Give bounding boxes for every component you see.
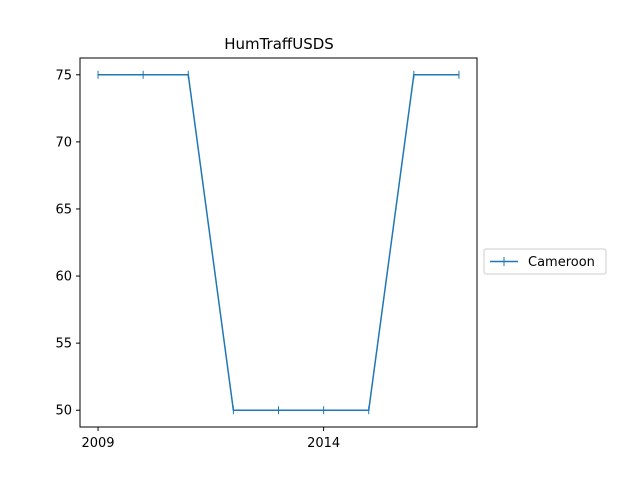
legend-label-cameroon: Cameroon	[528, 255, 595, 270]
y-tick-label: 55	[55, 337, 72, 352]
y-tick-label: 65	[55, 202, 72, 217]
x-tick-label: 2014	[307, 436, 340, 451]
y-tick-label: 60	[55, 270, 72, 285]
y-tick-label: 50	[55, 404, 72, 419]
y-tick-label: 70	[55, 135, 72, 150]
x-tick-label: 2009	[81, 436, 114, 451]
plot-frame	[79, 57, 478, 428]
plot-area	[80, 58, 477, 427]
series-layer	[97, 70, 460, 415]
chart-title: HumTraffUSDS	[224, 35, 334, 53]
legend-box	[483, 248, 607, 275]
x-axis: 2009 2014	[81, 427, 340, 451]
y-axis: 50 55 60 65 70 75	[55, 68, 80, 419]
y-tick-label: 75	[55, 68, 72, 83]
legend: Cameroon	[483, 248, 607, 275]
